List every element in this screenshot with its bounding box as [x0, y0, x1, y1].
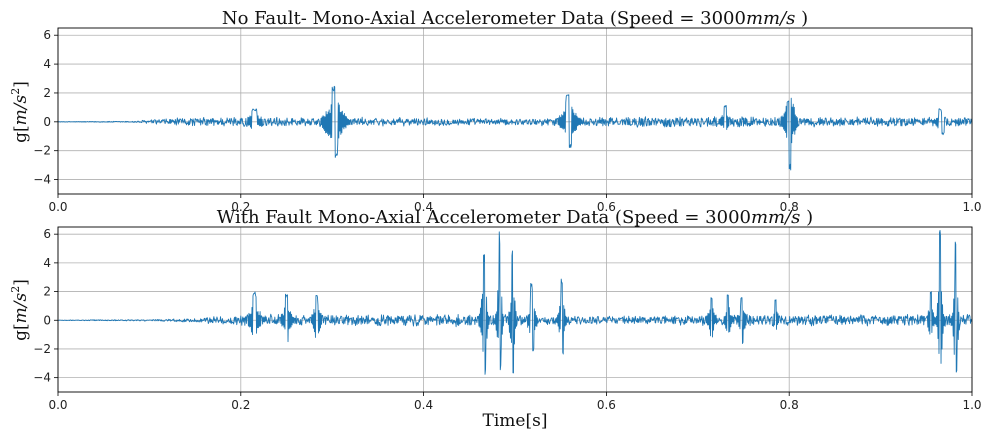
x-tick-label: 0.6	[597, 398, 616, 412]
x-tick-label: 0.6	[597, 200, 616, 214]
y-axis-label: g[m/s2]	[9, 279, 31, 341]
chart-panel-with-fault: With Fault Mono-Axial Accelerometer Data…	[9, 207, 982, 430]
chart-title: No Fault- Mono-Axial Accelerometer Data …	[222, 8, 808, 29]
chart-title: With Fault Mono-Axial Accelerometer Data…	[217, 207, 813, 228]
y-tick-label: 6	[43, 28, 51, 42]
chart-panel-no-fault: No Fault- Mono-Axial Accelerometer Data …	[9, 8, 982, 214]
y-tick-label: 2	[43, 285, 51, 299]
x-axis-label: Time[s]	[483, 411, 548, 430]
x-tick-label: 1.0	[962, 200, 981, 214]
x-tick-label: 0.2	[231, 200, 250, 214]
x-tick-label: 0.2	[231, 398, 250, 412]
y-axis-label: g[m/s2]	[9, 81, 31, 143]
y-tick-label: 2	[43, 86, 51, 100]
y-tick-label: −2	[33, 342, 51, 356]
y-tick-label: 0	[43, 313, 51, 327]
signal-line	[57, 85, 973, 171]
x-tick-label: 0.0	[48, 200, 67, 214]
y-tick-label: 6	[43, 227, 51, 241]
x-tick-label: 1.0	[962, 398, 981, 412]
y-tick-label: −4	[33, 173, 51, 187]
y-tick-labels: −4 −2 0 2 4 6	[33, 28, 58, 187]
y-tick-label: 4	[43, 57, 51, 71]
signal-series	[57, 85, 973, 171]
signal-series	[57, 230, 973, 375]
y-tick-label: −2	[33, 144, 51, 158]
x-tick-labels: 0.0 0.2 0.4 0.6 0.8 1.0	[48, 194, 982, 214]
x-tick-label: 0.0	[48, 398, 67, 412]
x-tick-label: 0.4	[414, 398, 433, 412]
y-tick-label: 4	[43, 256, 51, 270]
x-tick-labels: 0.0 0.2 0.4 0.6 0.8 1.0	[48, 392, 982, 412]
x-tick-label: 0.8	[780, 398, 799, 412]
x-tick-label: 0.4	[414, 200, 433, 214]
plot-frame	[57, 226, 973, 393]
y-tick-label: −4	[33, 371, 51, 385]
x-tick-label: 0.8	[780, 200, 799, 214]
y-tick-labels: −4 −2 0 2 4 6	[33, 227, 58, 385]
y-tick-label: 0	[43, 115, 51, 129]
plot-frame	[57, 27, 973, 195]
signal-line	[57, 230, 973, 375]
